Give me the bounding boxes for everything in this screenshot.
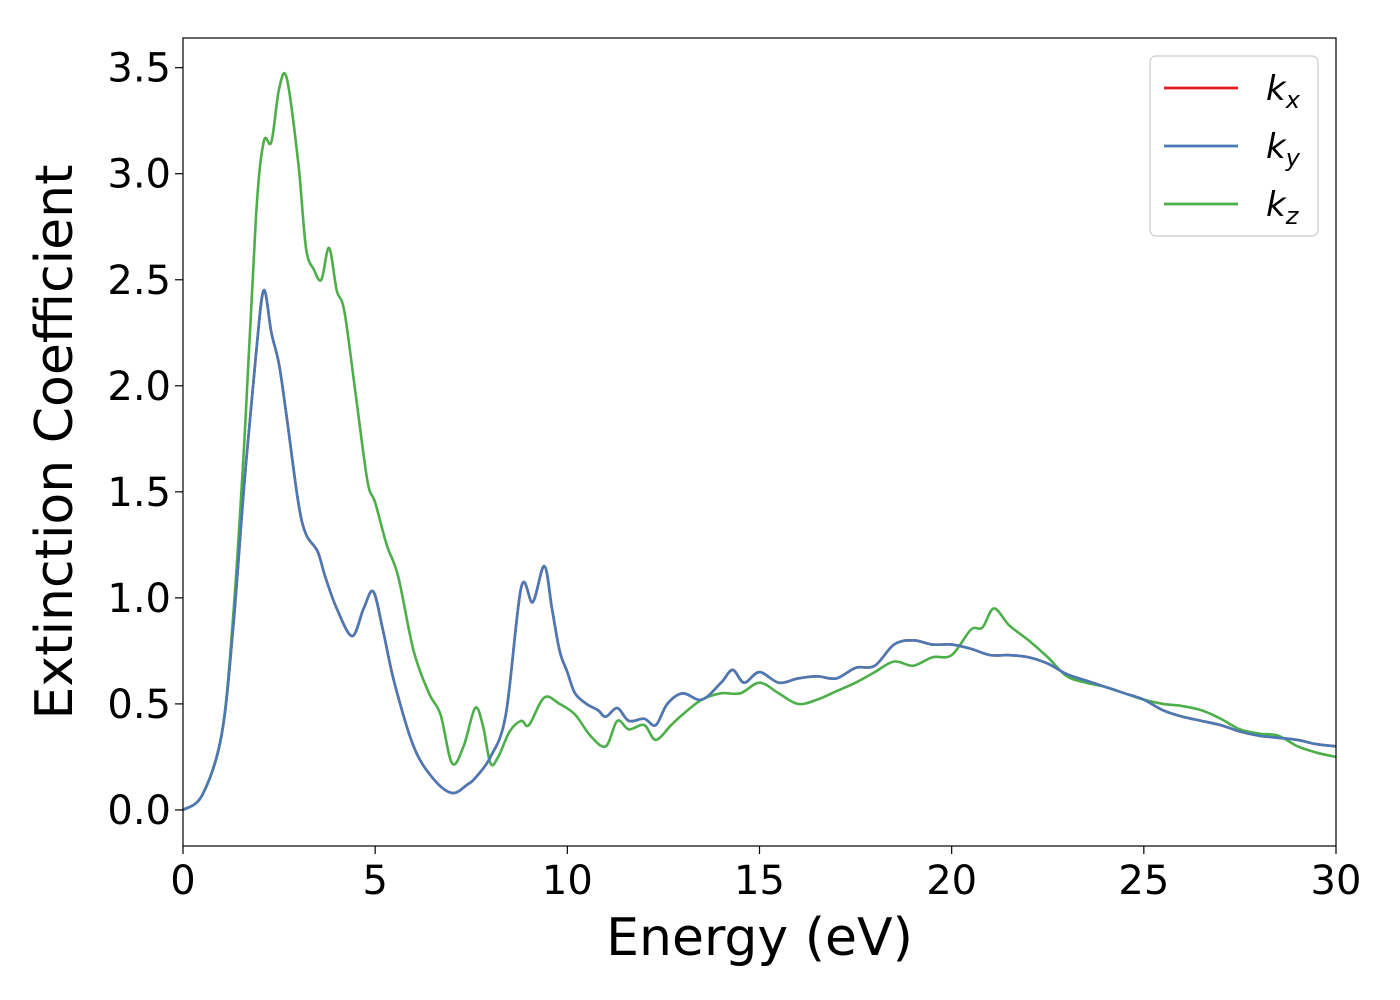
x-tick-label: 5 [362,858,387,904]
series-line-kz [183,71,1336,812]
x-tick-label: 25 [1118,858,1169,904]
x-axis-label: Energy (eV) [606,908,913,968]
y-tick-label: 0.0 [107,788,171,834]
y-tick-label: 1.5 [107,470,171,516]
y-tick-label: 1.0 [107,576,171,622]
y-tick-label: 3.5 [107,46,171,92]
y-tick-label: 3.0 [107,152,171,198]
plot-area [182,37,1337,847]
x-tick-label: 15 [734,858,785,904]
legend-label-ky: ky [1266,127,1301,172]
x-tick-label: 10 [542,858,593,904]
x-axis: 0 5 10 15 20 25 30 [170,846,1361,904]
y-tick-label: 0.5 [107,682,171,728]
x-tick-label: 20 [926,858,977,904]
legend-label-kz: kz [1266,185,1300,230]
series-line-ky [183,289,1336,812]
y-tick-label: 2.0 [107,364,171,410]
y-axis: 0.0 0.5 1.0 1.5 2.0 2.5 3.0 3.5 [107,46,183,834]
y-axis-label: Extinction Coefficient [25,165,85,720]
series-layer [183,71,1336,812]
legend: kx ky kz [1149,55,1319,237]
x-tick-label: 0 [170,858,195,904]
y-tick-label: 2.5 [107,258,171,304]
x-tick-label: 30 [1311,858,1362,904]
legend-label-kx: kx [1266,69,1301,114]
